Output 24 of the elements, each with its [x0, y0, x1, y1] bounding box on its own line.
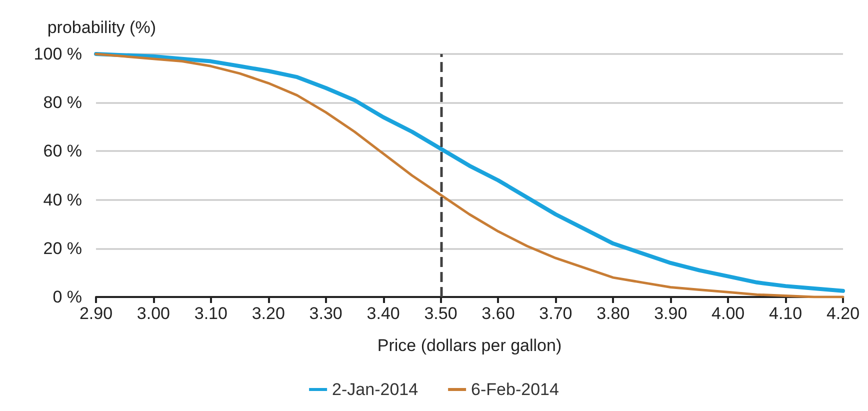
- x-tick-label: 3.40: [366, 304, 400, 323]
- legend-label: 6-Feb-2014: [471, 380, 559, 399]
- x-tick-label: 3.30: [309, 304, 342, 323]
- x-tick-label: 4.00: [712, 304, 745, 323]
- y-tick-label: 80 %: [43, 93, 82, 112]
- y-tick-label: 60 %: [43, 142, 82, 161]
- x-tick-label: 3.70: [539, 304, 572, 323]
- y-tick-label: 100 %: [34, 44, 82, 64]
- x-tick-label: 3.80: [596, 304, 630, 323]
- y-axis-title: probability (%): [47, 18, 156, 37]
- x-tick-label: 4.10: [768, 304, 802, 323]
- legend-label: 2-Jan-2014: [332, 380, 418, 399]
- x-tick-label: 3.00: [136, 304, 170, 323]
- x-tick-label: 3.50: [424, 304, 458, 323]
- y-tick-label: 0 %: [52, 288, 82, 306]
- y-tick-label: 20 %: [43, 238, 82, 258]
- x-tick-label: 2.90: [79, 304, 113, 323]
- x-tick-label: 3.60: [482, 304, 515, 323]
- x-axis-title: Price (dollars per gallon): [377, 336, 562, 355]
- y-tick-label: 40 %: [43, 190, 82, 210]
- x-tick-label: 4.20: [826, 304, 860, 323]
- x-tick-label: 3.90: [654, 304, 688, 323]
- x-tick-label: 3.10: [194, 304, 228, 323]
- x-tick-label: 3.20: [252, 304, 285, 323]
